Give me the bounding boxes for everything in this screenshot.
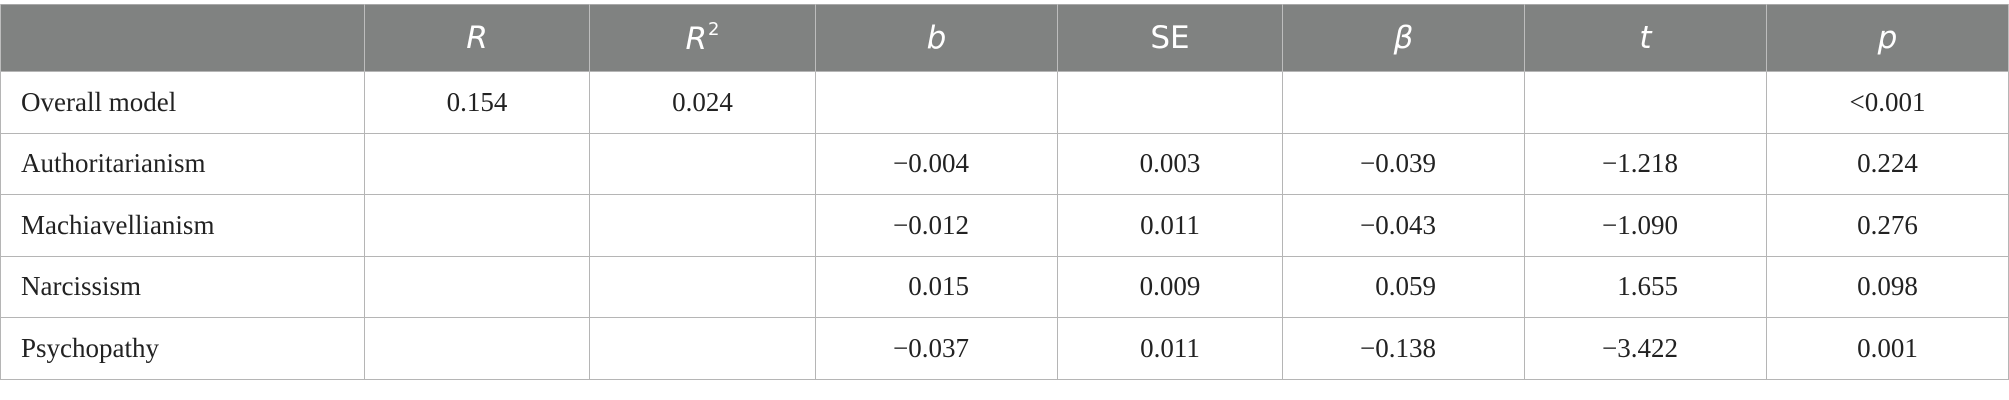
- cell-r: 0.154: [364, 71, 590, 134]
- header-r: R: [364, 4, 590, 72]
- cell-r-squared: 0.024: [589, 71, 816, 134]
- cell-b: 0.015: [815, 255, 1058, 318]
- cell-p: <0.001: [1766, 71, 2009, 134]
- table-row: Psychopathy −0.037 0.011 −0.138 −3.422 0…: [0, 317, 2009, 380]
- row-label: Psychopathy: [0, 317, 365, 380]
- cell-p: 0.098: [1766, 255, 2009, 318]
- cell-r-squared: [589, 132, 816, 195]
- cell-t: −3.422: [1524, 317, 1767, 380]
- cell-se: 0.011: [1057, 194, 1283, 257]
- cell-t: [1524, 71, 1767, 134]
- header-r-squared-exponent: 2: [708, 19, 720, 40]
- table-body: Overall model 0.154 0.024 <0.001 Authori…: [0, 71, 2009, 380]
- cell-r-squared: [589, 317, 816, 380]
- table-row: Overall model 0.154 0.024 <0.001: [0, 71, 2009, 134]
- cell-r: [364, 317, 590, 380]
- header-t: t: [1524, 4, 1767, 72]
- header-se: SE: [1057, 4, 1283, 72]
- cell-b: −0.012: [815, 194, 1058, 257]
- cell-beta: −0.138: [1282, 317, 1525, 380]
- cell-t: −1.090: [1524, 194, 1767, 257]
- row-label: Machiavellianism: [0, 194, 365, 257]
- regression-table: R R2 b SE β t p Overall model 0.154 0.02…: [0, 4, 2009, 380]
- cell-r: [364, 194, 590, 257]
- cell-r: [364, 132, 590, 195]
- table-row: Narcissism 0.015 0.009 0.059 1.655 0.098: [0, 255, 2009, 318]
- header-p: p: [1766, 4, 2009, 72]
- cell-se: 0.003: [1057, 132, 1283, 195]
- cell-se: 0.009: [1057, 255, 1283, 318]
- cell-b: −0.037: [815, 317, 1058, 380]
- table-header: R R2 b SE β t p: [0, 4, 2009, 72]
- cell-se: 0.011: [1057, 317, 1283, 380]
- cell-beta: 0.059: [1282, 255, 1525, 318]
- cell-b: [815, 71, 1058, 134]
- cell-t: −1.218: [1524, 132, 1767, 195]
- header-r-squared: R2: [589, 4, 816, 72]
- header-beta: β: [1282, 4, 1525, 72]
- cell-r-squared: [589, 255, 816, 318]
- cell-t: 1.655: [1524, 255, 1767, 318]
- cell-beta: −0.043: [1282, 194, 1525, 257]
- header-label-col: [0, 4, 365, 72]
- cell-beta: −0.039: [1282, 132, 1525, 195]
- cell-p: 0.224: [1766, 132, 2009, 195]
- row-label: Authoritarianism: [0, 132, 365, 195]
- cell-p: 0.276: [1766, 194, 2009, 257]
- cell-beta: [1282, 71, 1525, 134]
- cell-r-squared: [589, 194, 816, 257]
- table-row: Machiavellianism −0.012 0.011 −0.043 −1.…: [0, 194, 2009, 257]
- cell-p: 0.001: [1766, 317, 2009, 380]
- regression-table-container: R R2 b SE β t p Overall model 0.154 0.02…: [0, 4, 2009, 380]
- row-label: Narcissism: [0, 255, 365, 318]
- table-row: Authoritarianism −0.004 0.003 −0.039 −1.…: [0, 132, 2009, 195]
- header-row: R R2 b SE β t p: [0, 4, 2009, 72]
- cell-se: [1057, 71, 1283, 134]
- row-label: Overall model: [0, 71, 365, 134]
- cell-b: −0.004: [815, 132, 1058, 195]
- header-b: b: [815, 4, 1058, 72]
- cell-r: [364, 255, 590, 318]
